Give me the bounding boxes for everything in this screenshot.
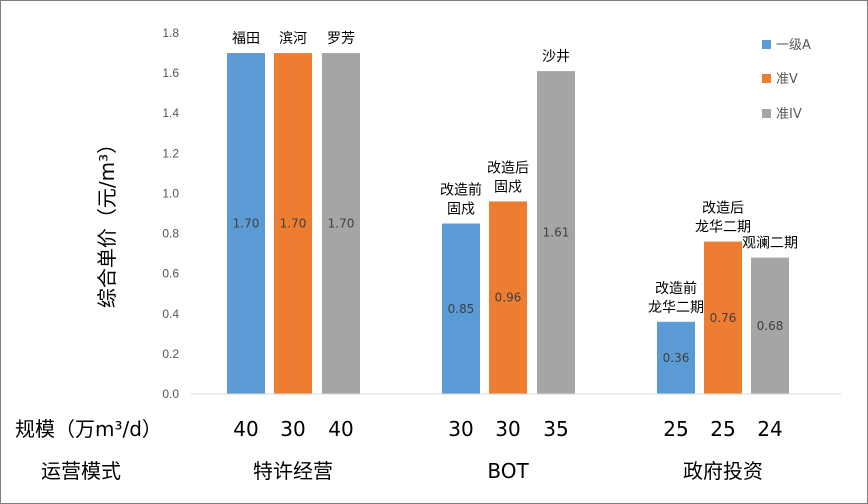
- bar-annotation: 改造前: [440, 182, 482, 199]
- bar-value-label: 0.96: [495, 291, 522, 305]
- bar: [274, 53, 312, 395]
- scale-value: 40: [328, 417, 353, 441]
- bar: [227, 53, 265, 395]
- bar-value-label: 0.76: [710, 311, 737, 325]
- bar-annotation: 观澜二期: [742, 236, 798, 252]
- y-tick-label: 0.8: [162, 227, 179, 241]
- mode-label: BOT: [487, 459, 529, 483]
- scale-value: 30: [448, 417, 473, 441]
- y-tick-label: 0.0: [162, 387, 179, 401]
- legend-swatch: [762, 40, 771, 49]
- legend-label: 准IV: [776, 107, 802, 122]
- mode-row-label: 运营模式: [41, 459, 121, 483]
- bar-value-label: 1.70: [328, 217, 355, 231]
- bar-value-label: 1.70: [233, 217, 260, 231]
- bar-annotation: 沙井: [542, 49, 570, 65]
- y-tick-label: 1.0: [162, 186, 179, 200]
- scale-row-label: 规模（万m³/d）: [15, 417, 162, 441]
- y-tick-label: 0.2: [162, 347, 179, 361]
- bar-value-label: 1.70: [280, 217, 307, 231]
- bar-annotation: 改造后: [702, 201, 744, 217]
- scale-value: 25: [663, 417, 688, 441]
- legend-swatch: [762, 74, 771, 83]
- bar-value-label: 1.61: [543, 226, 570, 240]
- bar-annotation: 龙华二期: [695, 220, 751, 236]
- y-axis-label: 综合单价（元/m³）: [95, 134, 119, 308]
- bar-value-label: 0.36: [663, 351, 690, 365]
- bar-annotation: 龙华二期: [648, 300, 704, 316]
- legend-label: 一级A: [776, 38, 811, 53]
- scale-value: 30: [280, 417, 305, 441]
- y-tick-label: 0.6: [162, 267, 179, 281]
- bar-value-label: 0.85: [448, 302, 475, 316]
- bar-annotation: 福田: [232, 31, 260, 47]
- bar: [442, 223, 480, 394]
- y-tick-label: 1.2: [162, 146, 179, 160]
- bar-annotation: 固戍: [494, 179, 522, 195]
- scale-value: 25: [710, 417, 735, 441]
- bar: [322, 53, 360, 395]
- bar: [489, 201, 527, 394]
- mode-label: 政府投资: [683, 459, 763, 483]
- y-tick-label: 0.4: [162, 307, 179, 321]
- bar: [751, 257, 789, 394]
- bar-value-label: 0.68: [757, 319, 784, 333]
- bar: [704, 241, 742, 394]
- y-tick-label: 1.8: [162, 26, 179, 40]
- bar: [537, 71, 575, 394]
- legend-label: 准V: [776, 72, 798, 87]
- scale-value: 30: [495, 417, 520, 441]
- y-tick-label: 1.6: [162, 66, 179, 80]
- scale-value: 24: [757, 417, 782, 441]
- bar-annotation: 改造后: [487, 160, 529, 176]
- scale-value: 35: [543, 417, 568, 441]
- bar-annotation: 固戍: [447, 202, 475, 218]
- bar: [657, 321, 695, 394]
- bar-annotation: 滨河: [279, 31, 307, 47]
- bar-annotation: 改造前: [655, 280, 697, 297]
- y-tick-label: 1.4: [162, 106, 179, 120]
- mode-label: 特许经营: [253, 459, 333, 483]
- legend-swatch: [762, 109, 771, 118]
- bar-annotation: 罗芳: [327, 30, 355, 47]
- scale-value: 40: [233, 417, 258, 441]
